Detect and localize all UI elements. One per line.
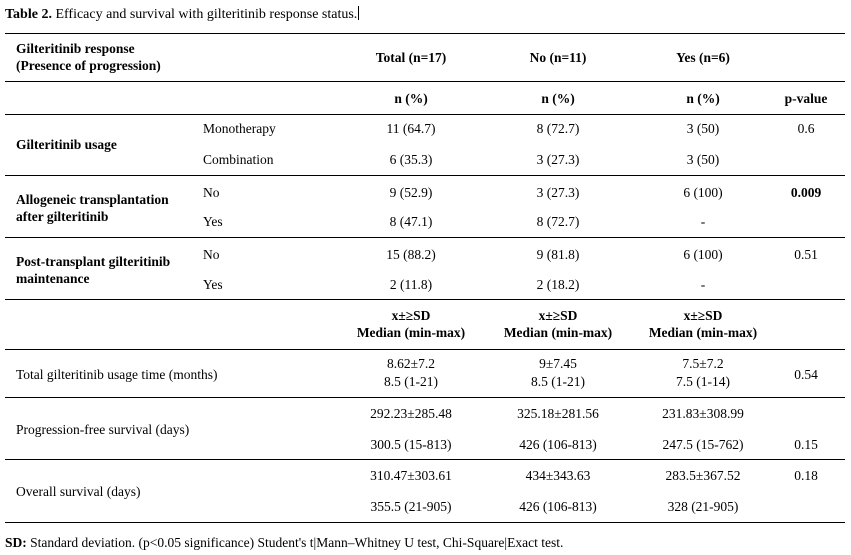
usage-time-yes-median: 7.5 (1-14) — [676, 374, 730, 389]
os-label: Overall survival (days) — [16, 484, 141, 499]
subheader-no: n (%) — [541, 91, 575, 106]
footnote-label: SD: — [5, 535, 27, 550]
allo-pvalue: 0.009 — [790, 185, 822, 200]
usage-time-yes-mean: 7.5±7.2 — [682, 356, 724, 371]
maint-yes-no: 2 (18.2) — [536, 277, 580, 292]
allo-label-line2: after gilteritinib — [16, 209, 109, 224]
allo-yes-no: 8 (72.7) — [536, 214, 580, 229]
maint-yes-yes: - — [700, 277, 706, 292]
usage-comb-yes: 3 (50) — [686, 152, 720, 167]
pfs-yes-mean: 231.83±308.99 — [662, 406, 744, 421]
maint-pvalue: 0.51 — [794, 247, 818, 262]
maint-yes-total: 2 (11.8) — [389, 277, 433, 292]
os-yes-median: 328 (21-905) — [667, 499, 739, 514]
usage-comb-no: 3 (27.3) — [536, 152, 580, 167]
usage-time-pvalue: 0.54 — [794, 367, 818, 382]
pfs-total-median: 300.5 (15-813) — [370, 437, 452, 452]
subheader-total: n (%) — [394, 91, 428, 106]
usage-time-label: Total gilteritinib usage time (months) — [16, 367, 218, 382]
caption-label: Table 2. — [5, 7, 52, 22]
pfs-total-mean: 292.23±285.48 — [370, 406, 452, 421]
pfs-no-mean: 325.18±281.56 — [517, 406, 599, 421]
rule-usage — [5, 175, 845, 176]
allo-no-sub: No — [203, 185, 220, 200]
header-total: Total (n=17) — [375, 50, 447, 65]
os-no-mean: 434±343.63 — [525, 468, 591, 483]
table-caption: Table 2. Efficacy and survival with gilt… — [5, 6, 360, 23]
os-yes-mean: 283.5±367.52 — [665, 468, 741, 483]
usage-comb-total: 6 (35.3) — [389, 152, 433, 167]
allo-yes-total: 8 (47.1) — [389, 214, 433, 229]
allo-no-yes: 6 (100) — [683, 185, 723, 200]
rule-pfs — [5, 459, 845, 460]
maint-no-sub: No — [203, 247, 220, 262]
stats-no-line1: x±≥SD — [538, 308, 578, 323]
rule-stats — [5, 349, 845, 350]
os-total-median: 355.5 (21-905) — [370, 499, 452, 514]
allo-yes-sub: Yes — [203, 214, 223, 229]
maint-yes-sub: Yes — [203, 277, 223, 292]
subheader-yes: n (%) — [686, 91, 720, 106]
header-yes: Yes (n=6) — [676, 50, 730, 65]
rule-usage-time — [5, 397, 845, 398]
caption-text: Efficacy and survival with gilteritinib … — [51, 7, 358, 22]
table-footnote: SD: Standard deviation. (p<0.05 signific… — [5, 535, 563, 551]
os-total-mean: 310.47±303.61 — [370, 468, 452, 483]
footnote-text: Standard deviation. (p<0.05 significance… — [26, 535, 564, 550]
usage-label: Gilteritinib usage — [16, 137, 117, 152]
maint-no-total: 15 (88.2) — [386, 247, 436, 262]
stats-yes-line1: x±≥SD — [683, 308, 723, 323]
os-no-median: 426 (106-813) — [519, 499, 597, 514]
usage-time-no-median: 8.5 (1-21) — [531, 374, 585, 389]
text-cursor — [358, 6, 360, 20]
rule-header — [5, 81, 845, 82]
stats-no-line2: Median (min-max) — [503, 325, 613, 340]
usage-mono-sub: Monotherapy — [203, 121, 276, 136]
usage-time-no-mean: 9±7.45 — [539, 356, 577, 371]
rule-top — [5, 33, 845, 34]
usage-time-total-mean: 8.62±7.2 — [387, 356, 435, 371]
maint-no-no: 9 (81.8) — [536, 247, 580, 262]
header-progression-label: (Presence of progression) — [16, 58, 161, 73]
allo-no-no: 3 (27.3) — [536, 185, 580, 200]
usage-comb-sub: Combination — [203, 152, 274, 167]
pfs-pvalue: 0.15 — [794, 437, 818, 452]
rule-subheader — [5, 114, 845, 115]
maint-label-line1: Post-transplant gilteritinib — [16, 254, 171, 269]
pfs-label: Progression-free survival (days) — [16, 422, 190, 437]
allo-yes-yes: - — [700, 214, 706, 229]
usage-mono-yes: 3 (50) — [686, 121, 720, 136]
maint-label-line2: maintenance — [16, 271, 90, 286]
rule-allo — [5, 237, 845, 238]
rule-bottom — [5, 522, 845, 523]
pfs-no-median: 426 (106-813) — [519, 437, 597, 452]
header-response-label: Gilteritinib response — [16, 41, 135, 56]
usage-pvalue: 0.6 — [797, 121, 815, 136]
usage-mono-total: 11 (64.7) — [386, 121, 436, 136]
os-pvalue: 0.18 — [794, 468, 818, 483]
stats-total-line1: x±≥SD — [391, 308, 431, 323]
stats-total-line2: Median (min-max) — [356, 325, 466, 340]
usage-mono-no: 8 (72.7) — [536, 121, 580, 136]
maint-no-yes: 6 (100) — [683, 247, 723, 262]
subheader-pvalue: p-value — [784, 91, 828, 106]
stats-yes-line2: Median (min-max) — [648, 325, 758, 340]
rule-maint — [5, 299, 845, 300]
usage-time-total-median: 8.5 (1-21) — [384, 374, 438, 389]
allo-label-line1: Allogeneic transplantation — [16, 192, 169, 207]
header-no: No (n=11) — [529, 50, 587, 65]
allo-no-total: 9 (52.9) — [389, 185, 433, 200]
pfs-yes-median: 247.5 (15-762) — [662, 437, 744, 452]
